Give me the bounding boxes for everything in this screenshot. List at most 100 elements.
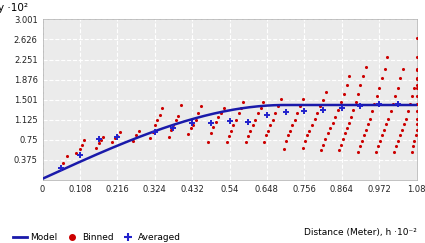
Point <box>297 104 303 108</box>
Point <box>392 95 399 98</box>
Point <box>232 118 239 122</box>
Point <box>357 104 364 108</box>
Point <box>156 113 163 117</box>
Text: y ·10²: y ·10² <box>0 3 28 13</box>
Point <box>352 100 359 104</box>
Point <box>373 95 380 98</box>
Point <box>399 128 405 131</box>
Point <box>320 98 326 102</box>
Point <box>255 111 261 115</box>
Point <box>376 86 382 90</box>
Point <box>413 109 420 113</box>
Point <box>413 76 420 80</box>
Point <box>309 123 315 127</box>
Point <box>394 86 401 90</box>
Point <box>227 129 234 133</box>
Point <box>265 129 272 133</box>
Point <box>413 122 420 126</box>
Point <box>280 147 287 151</box>
Point <box>149 130 156 134</box>
Point <box>300 97 306 101</box>
Point <box>332 115 339 119</box>
Point <box>413 102 420 106</box>
Point <box>95 141 102 145</box>
Text: Distance (Meter), h ·10⁻²: Distance (Meter), h ·10⁻² <box>303 228 416 237</box>
Point <box>379 133 385 137</box>
Point <box>363 128 369 131</box>
Point <box>356 144 363 148</box>
Point <box>354 92 361 96</box>
Point <box>401 122 408 126</box>
Point <box>184 132 191 136</box>
Point <box>136 129 143 133</box>
Point <box>275 104 281 108</box>
Point <box>413 78 420 81</box>
Point <box>178 103 184 107</box>
Point <box>114 135 121 139</box>
Point <box>108 140 115 144</box>
Point <box>354 150 361 154</box>
Point <box>187 126 194 130</box>
Point <box>300 146 306 150</box>
Point <box>394 102 401 106</box>
Point <box>93 146 99 150</box>
Point <box>226 119 233 123</box>
Point <box>230 123 236 127</box>
Point <box>413 68 420 72</box>
Point <box>215 115 222 119</box>
Point <box>403 117 410 121</box>
Point <box>267 123 274 127</box>
Point <box>320 108 326 112</box>
Point <box>64 154 71 158</box>
Point <box>381 67 388 71</box>
Point <box>334 108 341 112</box>
Point <box>369 109 376 113</box>
Point <box>340 92 347 96</box>
Point <box>413 86 420 90</box>
Point <box>284 133 291 137</box>
Point <box>170 123 177 127</box>
Legend: Model, Binned, Averaged: Model, Binned, Averaged <box>10 230 184 243</box>
Point <box>413 95 420 98</box>
Point <box>245 120 252 124</box>
Point <box>392 144 399 148</box>
Point <box>223 140 230 144</box>
Point <box>204 140 211 144</box>
Point <box>190 123 196 127</box>
Point <box>207 121 214 125</box>
Point <box>58 165 65 169</box>
Point <box>397 133 403 137</box>
Point <box>385 117 391 121</box>
Point <box>210 125 217 129</box>
Point <box>411 86 418 90</box>
Point <box>407 102 414 106</box>
Point <box>235 111 242 115</box>
Point <box>397 76 404 80</box>
Point <box>117 130 124 134</box>
Point <box>376 103 382 106</box>
Point <box>357 83 364 87</box>
Point <box>175 114 181 118</box>
Point <box>317 148 324 152</box>
Point <box>192 118 199 122</box>
Point <box>342 131 348 135</box>
Point <box>304 133 311 137</box>
Point <box>411 139 418 143</box>
Point <box>320 143 326 147</box>
Point <box>302 139 309 143</box>
Point <box>314 111 321 115</box>
Point <box>412 133 419 137</box>
Point <box>350 108 357 112</box>
Point <box>337 100 344 104</box>
Point <box>261 140 267 144</box>
Point <box>159 106 165 110</box>
Point <box>387 109 394 113</box>
Point <box>95 137 102 141</box>
Point <box>372 150 379 154</box>
Point <box>264 113 270 117</box>
Point <box>301 109 308 113</box>
Point <box>340 137 346 141</box>
Point <box>374 144 381 148</box>
Point <box>382 122 389 126</box>
Point <box>380 128 387 131</box>
